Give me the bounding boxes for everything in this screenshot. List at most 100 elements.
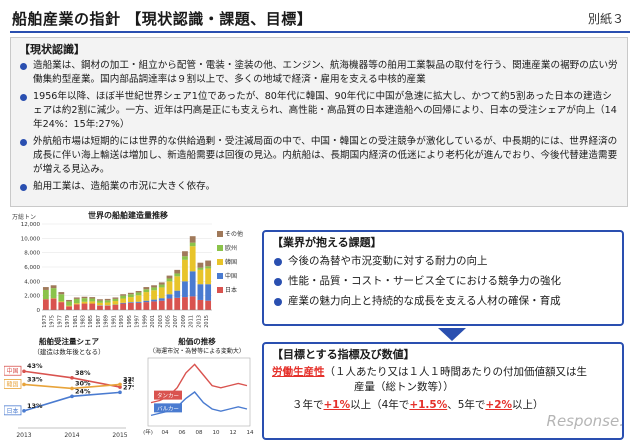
- issue-item: 性能・品質・コスト・サービス全てにおける競争力の強化: [272, 274, 614, 289]
- bar-segment: [151, 299, 157, 302]
- bar-segment: [73, 303, 80, 305]
- data-label: 38%: [75, 369, 91, 377]
- bar-segment: [205, 268, 212, 285]
- share-chart-svg: 2013 2014 2015 43% 38% 31% 中国 33% 30% 33% 韓国 13% 24%…: [3, 362, 139, 439]
- series-name: 韓国: [6, 380, 18, 388]
- bar-segment: [50, 285, 57, 289]
- status-item: 造船業は、鋼材の加工・組立から配管・電装・塗装の他、エンジン、航海機器等の舶用工…: [19, 59, 619, 87]
- bar-segment: [205, 284, 212, 301]
- x-tick-label: 10: [213, 430, 220, 436]
- x-tick-label: 1983: [81, 315, 87, 328]
- x-tick-label: 2011: [189, 315, 195, 328]
- bar-segment: [81, 301, 88, 304]
- bar-segment: [158, 282, 165, 285]
- chart-subtitle: （海運市況・為替等による変動大）: [149, 348, 245, 355]
- issues-heading: 【業界が抱える課題】: [272, 236, 382, 249]
- bar-segment: [104, 298, 111, 301]
- legend-label: 韓国: [225, 258, 237, 266]
- x-tick-label: 1985: [88, 315, 94, 328]
- x-tick-label: 2001: [150, 315, 156, 328]
- goal-value: +1%: [323, 399, 351, 411]
- bar-segment: [89, 297, 96, 299]
- bar-segment: [174, 273, 181, 277]
- status-heading: 【現状認識】: [19, 43, 85, 56]
- data-label: 30%: [75, 379, 91, 387]
- data-point: [22, 409, 26, 413]
- x-tick-label: 1981: [73, 315, 79, 328]
- bar-segment: [189, 296, 196, 310]
- x-tick-label: 1995: [127, 315, 133, 328]
- bar-segment: [127, 302, 134, 310]
- x-tick-label: 1987: [96, 315, 102, 328]
- series-tag: [3, 365, 22, 376]
- x-tick-label: 2003: [158, 315, 164, 328]
- bar-segment: [120, 295, 127, 299]
- bar-segment: [158, 284, 165, 288]
- x-tick-label: 1977: [57, 315, 63, 328]
- bar-segment: [112, 304, 119, 310]
- bar-segment: [174, 297, 181, 310]
- bar-segment: [97, 299, 103, 301]
- legend-label: 中国: [225, 272, 237, 280]
- bar-segment: [166, 294, 173, 299]
- status-item: 舶用工業は、造船業の市況に大きく依存。: [19, 180, 619, 194]
- bullet-icon: [20, 63, 27, 70]
- goal-value: +2%: [485, 399, 513, 411]
- bar-segment: [182, 256, 188, 260]
- bar-segment: [166, 298, 173, 310]
- legend-swatch: [217, 231, 223, 237]
- bar-segment: [197, 269, 204, 285]
- bar-segment: [166, 281, 173, 295]
- issues-section: 【業界が抱える課題】 今後の為替や市況変動に対する耐力の向上 性能・品質・コスト…: [262, 230, 624, 326]
- bar-segment: [135, 295, 142, 302]
- bar-segment: [143, 292, 150, 301]
- bar-segment: [81, 303, 88, 310]
- status-item: 1956年以降、ほぼ半世紀世界シェア1位であったが、80年代に韓国、90年代に中…: [19, 90, 619, 132]
- x-tick-label: 1993: [119, 315, 125, 328]
- x-tick-label: 2014: [64, 432, 79, 439]
- legend-label: 日本: [225, 286, 237, 294]
- data-label: 24%: [75, 387, 91, 395]
- bar-segment: [143, 287, 150, 290]
- x-tick-label: 12: [230, 430, 237, 436]
- x-tick-label: 2015: [112, 432, 127, 439]
- bar-segment: [174, 290, 181, 298]
- bullet-icon: [20, 184, 27, 191]
- goal-definition: 労働生産性（１人あたり又は１人１時間あたりの付加価値額又は生: [272, 365, 614, 380]
- status-item-text: 舶用工業は、造船業の市況に大きく依存。: [33, 181, 216, 192]
- bar-segment: [189, 271, 196, 297]
- legend-swatch: [217, 287, 223, 293]
- goal-text: 以上（4年で: [350, 399, 410, 411]
- bar-segment: [197, 267, 204, 270]
- bar-segment: [104, 305, 111, 310]
- legend-label: 欧州: [225, 244, 237, 252]
- x-tick-label: 1975: [50, 315, 56, 328]
- bar-segment: [81, 298, 88, 302]
- chart-title: 船舶受注量シェア: [39, 337, 99, 346]
- bar-segment: [112, 298, 119, 302]
- data-point: [22, 369, 26, 374]
- series-tag: [154, 390, 182, 400]
- bar-segment: [189, 246, 196, 272]
- bar-segment: [182, 259, 188, 282]
- goals-section: 【目標とする指標及び数値】 労働生産性（１人あたり又は１人１時間あたりの付加価値…: [262, 342, 624, 440]
- data-label: 33%: [27, 375, 43, 383]
- bar-segment: [127, 292, 134, 295]
- x-tick-label: 2015: [204, 315, 210, 328]
- chart-subtitle: （建造は数年後となる）: [33, 348, 105, 356]
- bar-segment: [73, 298, 80, 304]
- bar-segment: [120, 303, 127, 310]
- bar-segment: [58, 292, 65, 295]
- bar-segment: [143, 300, 150, 303]
- bar-segment: [166, 278, 173, 282]
- x-tick-label: 1999: [142, 315, 148, 328]
- issue-item: 産業の魅力向上と持続的な成長を支える人材の確保・育成: [272, 294, 614, 309]
- watermark-logo: Response.: [546, 412, 624, 430]
- bar-segment: [50, 298, 57, 310]
- plot-frame: [147, 357, 251, 427]
- bar-segment: [89, 301, 96, 304]
- status-item: 外航船市場は短期的には世界的な供給過剰・受注減局面の中で、中国・韓国との受注競争…: [19, 135, 619, 177]
- series-tag: [3, 405, 22, 416]
- bar-segment: [205, 266, 212, 269]
